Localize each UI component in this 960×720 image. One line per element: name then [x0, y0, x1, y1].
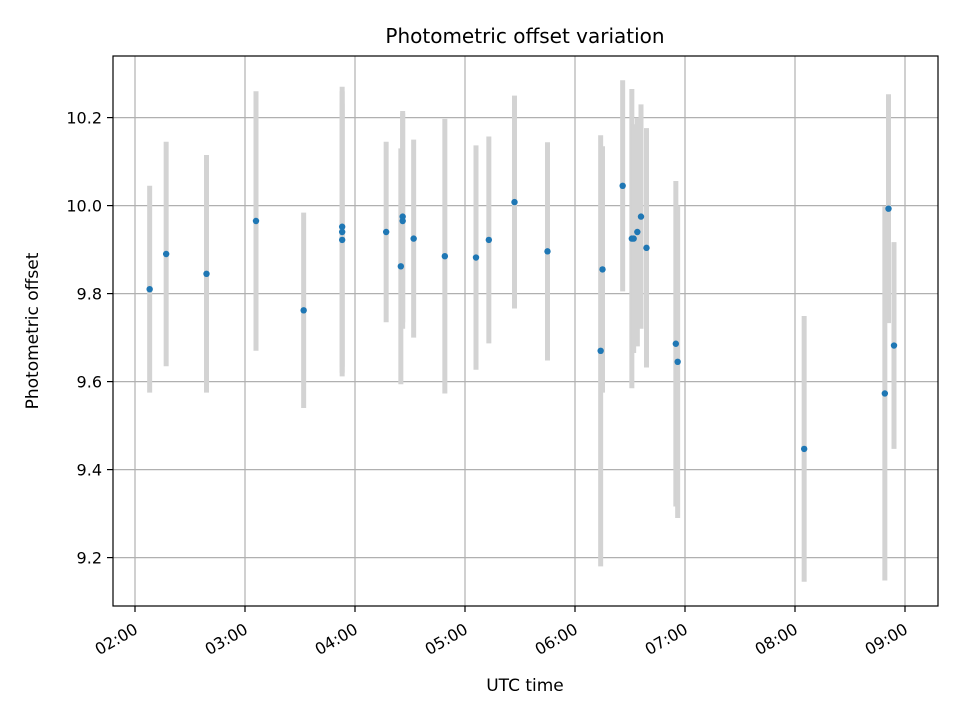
- data-point: [674, 358, 681, 365]
- data-point: [544, 248, 551, 255]
- data-point: [410, 235, 417, 242]
- y-tick-label: 9.2: [77, 549, 102, 568]
- data-point: [399, 217, 406, 225]
- data-point: [252, 217, 260, 225]
- y-tick-label: 9.4: [77, 461, 102, 480]
- data-point: [146, 286, 153, 293]
- chart-title: Photometric offset variation: [385, 24, 664, 48]
- data-point: [338, 223, 346, 230]
- data-points: [146, 182, 898, 453]
- x-axis-label: UTC time: [486, 676, 564, 696]
- data-point: [885, 205, 892, 212]
- data-point: [203, 270, 210, 277]
- y-tick-label: 10.2: [66, 109, 102, 128]
- plot-frame: [112, 55, 939, 607]
- data-point: [338, 236, 346, 244]
- y-tick-label: 9.6: [77, 373, 102, 392]
- data-point: [643, 244, 650, 252]
- data-point: [485, 236, 493, 244]
- data-point: [300, 307, 307, 314]
- grid: [113, 56, 938, 606]
- data-point: [630, 235, 637, 242]
- data-point: [441, 253, 449, 260]
- data-point: [890, 342, 898, 349]
- data-point: [672, 340, 680, 347]
- data-point: [338, 228, 346, 236]
- data-point: [382, 228, 390, 236]
- y-tick-label: 10.0: [66, 197, 102, 216]
- data-point: [472, 254, 480, 261]
- data-point: [399, 213, 406, 220]
- data-point: [162, 250, 170, 258]
- data-point: [397, 263, 405, 270]
- data-point: [634, 228, 641, 236]
- data-point: [511, 198, 518, 206]
- data-point: [599, 266, 606, 273]
- data-point: [881, 390, 889, 397]
- data-point: [619, 182, 626, 189]
- y-axis-label: Photometric offset: [23, 252, 43, 409]
- data-point: [597, 347, 604, 354]
- plot-area: [113, 56, 938, 606]
- data-point: [800, 445, 808, 453]
- y-axis-ticks: 9.2 9.4 9.6 9.8 10.0 10.2: [66, 109, 113, 568]
- y-tick-label: 9.8: [77, 285, 102, 304]
- data-point: [637, 213, 645, 220]
